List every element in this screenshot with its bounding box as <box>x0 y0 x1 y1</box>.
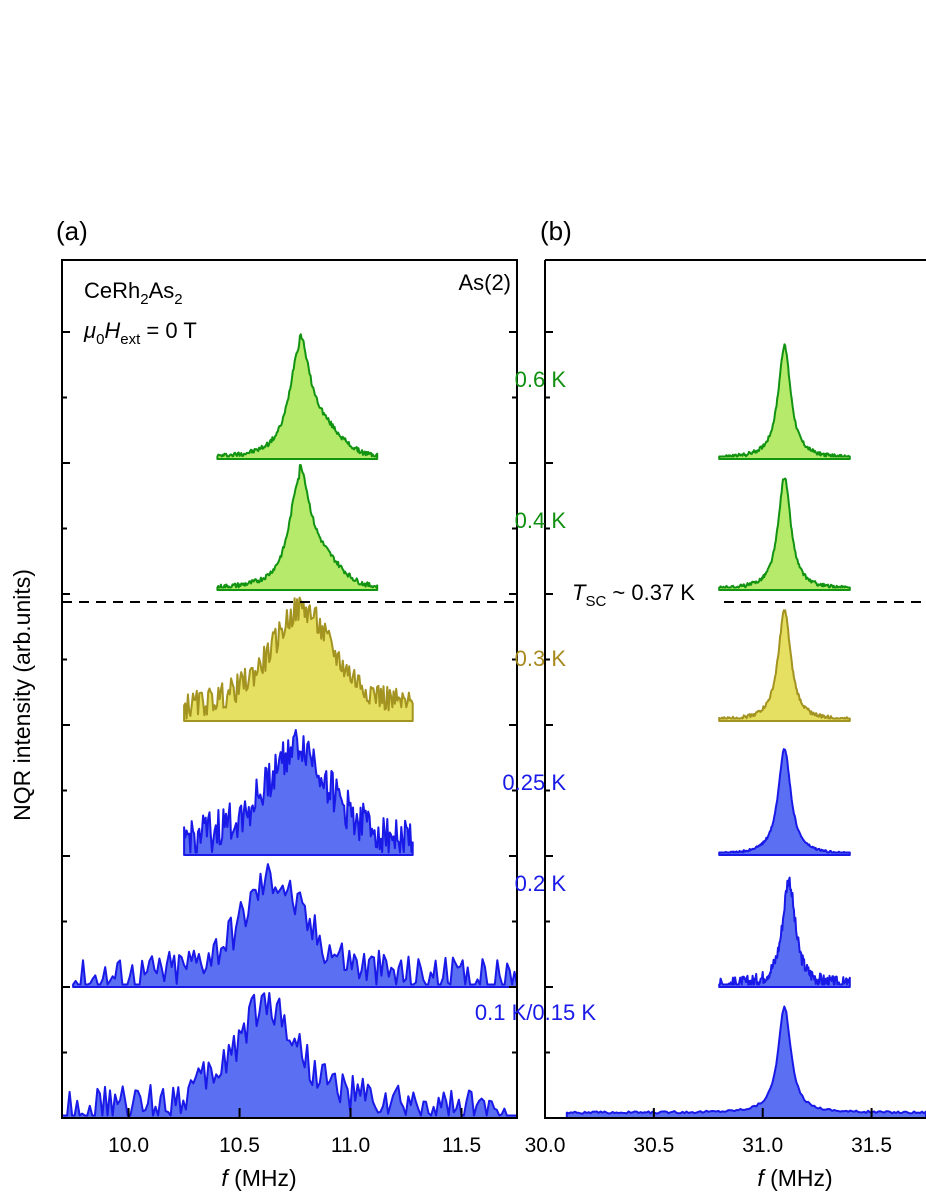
tsc-label: TSC ~ 0.37 K <box>572 580 695 610</box>
spectrum-b-0-3-K <box>718 609 851 722</box>
axis-ticks <box>62 331 873 1119</box>
spectrum-b-0-1-K-0-15-K <box>565 1005 926 1119</box>
spectrum-b-0-4-K <box>718 477 851 591</box>
temperature-label: 0.25 K <box>502 770 566 795</box>
x-axis-title-a: f (MHz) <box>221 1165 296 1191</box>
spectrum-a-0-1-K-0-15-K <box>61 992 518 1119</box>
panel-a-frame <box>61 259 518 1119</box>
spectrum-b-0-6-K <box>718 343 851 460</box>
x-tick-label-b: 30.5 <box>633 1134 674 1157</box>
temperature-label: 0.2 K <box>515 871 567 896</box>
site-label: As(2) <box>458 270 511 295</box>
spectrum-b-0-25-K <box>718 748 851 856</box>
x-tick-label-b: 31.5 <box>851 1134 892 1157</box>
x-tick-label-a: 10.5 <box>219 1134 260 1157</box>
sample-formula: CeRh2As2 <box>84 278 183 308</box>
field-label: μ0Hext = 0 T <box>83 318 197 348</box>
temperature-label: 0.3 K <box>515 646 567 671</box>
x-tick-label-b: 31.0 <box>742 1134 783 1157</box>
spectrum-a-0-6-K <box>216 333 379 460</box>
temperature-labels: 0.6 K 0.4 K 0.3 K 0.25 K 0.2 K 0.1 K/0.15 K <box>475 367 596 1025</box>
panel-b-plot <box>565 343 926 1119</box>
y-axis-title: NQR intensity (arb.units) <box>9 569 35 821</box>
x-tick-label-a: 11.0 <box>331 1134 370 1157</box>
panel-a-plot <box>61 333 518 1119</box>
spectrum-b-0-2-K <box>718 876 851 988</box>
panel-a-label: (a) <box>56 216 88 246</box>
spectrum-a-0-3-K <box>183 596 414 722</box>
spectrum-a-0-25-K <box>183 729 414 856</box>
panel-b-frame <box>544 259 926 1119</box>
panel-b-label: (b) <box>540 216 572 246</box>
x-axis-title-b: f (MHz) <box>757 1165 832 1191</box>
spectrum-a-0-2-K <box>72 863 518 988</box>
x-tick-labels: 10.0 10.5 11.0 11.5 30.0 30.5 31.0 31.5 <box>108 1134 892 1157</box>
x-tick-label-a: 11.5 <box>442 1134 481 1157</box>
spectrum-a-0-4-K <box>216 464 379 591</box>
x-tick-label-a: 10.0 <box>108 1134 149 1157</box>
temperature-label: 0.4 K <box>515 508 567 533</box>
temperature-label: 0.1 K/0.15 K <box>475 1000 596 1025</box>
temperature-label: 0.6 K <box>515 367 567 392</box>
x-tick-label-b: 30.0 <box>525 1134 566 1157</box>
